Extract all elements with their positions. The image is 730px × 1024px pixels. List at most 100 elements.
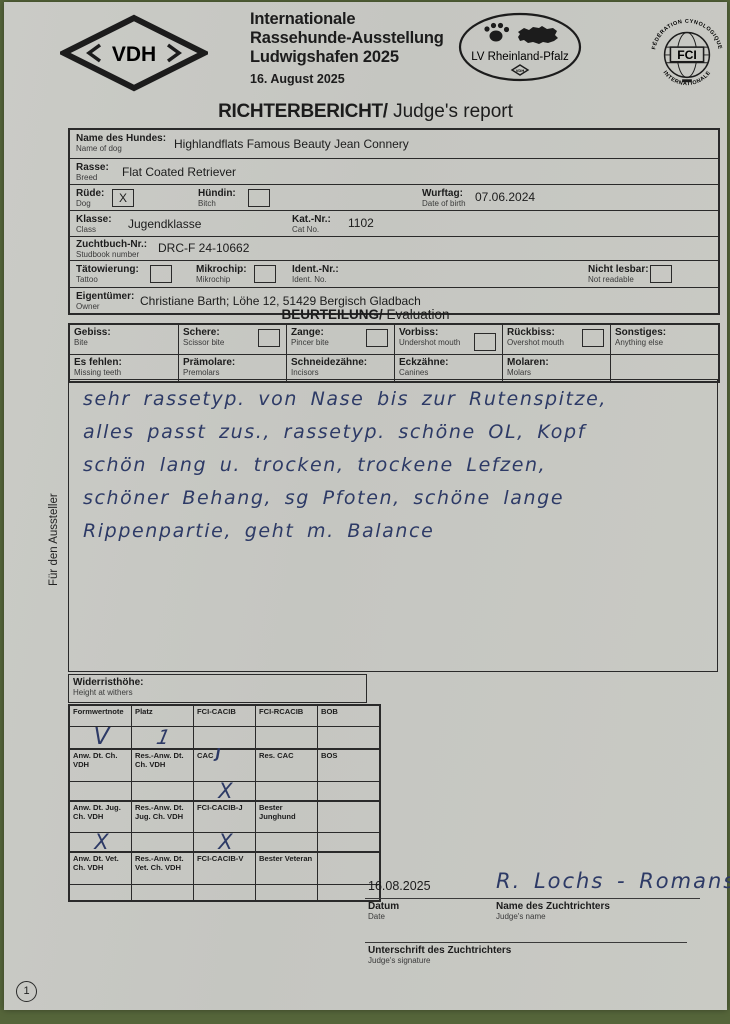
other-label-de: Sonstiges: bbox=[615, 327, 667, 338]
overshot-label-en: Overshot mouth bbox=[507, 338, 564, 347]
cell-undershot: Vorbiss: Undershot mouth bbox=[394, 325, 502, 354]
result-value-row-3: X X bbox=[68, 830, 381, 854]
lv-logo-small-vdh: VDH bbox=[516, 68, 525, 73]
result-label-row-jug: Anw. Dt. Jug. Ch. VDH Res.-Anw. Dt. Jug.… bbox=[68, 799, 381, 833]
row-identification: Tätowierung: Tattoo Mikrochip: Mikrochip… bbox=[70, 260, 718, 287]
pincer-checkbox bbox=[366, 329, 388, 347]
date-value: 16.08.2025 bbox=[368, 879, 431, 893]
cell-other: Sonstiges: Anything else bbox=[610, 325, 718, 354]
row-owner: Eigentümer: Owner Christiane Barth; Löhe… bbox=[70, 287, 718, 313]
scanned-form-page: VDH Internationale Rassehunde-Ausstellun… bbox=[4, 2, 730, 1010]
cell-scissor: Schere: Scissor bite bbox=[178, 325, 286, 354]
vdh-logo: VDH bbox=[60, 14, 208, 92]
pincer-label-en: Pincer bite bbox=[291, 338, 329, 347]
molars-label-de: Molaren: bbox=[507, 357, 549, 368]
label-fci-cacib-j: FCI-CACIB-J bbox=[193, 799, 256, 833]
fci-ring-bottom-text: INTERNATIONALE bbox=[662, 70, 712, 87]
judge-comments-box: sehr rassetyp. von Nase bis zur Rutenspi… bbox=[68, 379, 718, 672]
date-label-en: Date bbox=[368, 912, 385, 921]
withers-label-de: Widerristhöhe: bbox=[73, 677, 144, 688]
molars-label-en: Molars bbox=[507, 368, 532, 377]
header-fci-rcacib: FCI-RCACIB bbox=[255, 704, 318, 727]
event-title: Internationale Rassehunde-Ausstellung Lu… bbox=[250, 10, 480, 86]
date-line bbox=[365, 898, 493, 899]
label-fci-cacib-v: FCI-CACIB-V bbox=[193, 851, 256, 885]
row-studbook: Zuchtbuch-Nr.: Studbook number DRC-F 24-… bbox=[70, 236, 718, 260]
cell-empty bbox=[610, 354, 718, 381]
owner-value: Christiane Barth; Löhe 12, 51429 Bergisc… bbox=[140, 294, 421, 308]
label-res-anw-dt-ch: Res.-Anw. Dt. Ch. VDH bbox=[131, 748, 194, 782]
page-number-badge: 1 bbox=[16, 981, 37, 1002]
dog-info-box: Name des Hundes: Name of dog Highlandfla… bbox=[68, 128, 720, 315]
microchip-checkbox bbox=[254, 265, 276, 283]
row-breed: Rasse: Breed Flat Coated Retriever bbox=[70, 158, 718, 184]
judge-signature-line bbox=[365, 942, 687, 943]
row-sex: Rüde: Dog X Hündin: Bitch Wurftag: Date … bbox=[70, 184, 718, 210]
dog-name-label-en: Name of dog bbox=[76, 144, 122, 153]
event-title-line1: Internationale bbox=[250, 10, 356, 28]
premolars-label-en: Premolars bbox=[183, 368, 220, 377]
birth-value: 07.06.2024 bbox=[475, 190, 536, 204]
birth-label-en: Date of birth bbox=[422, 199, 466, 208]
owner-label-de: Eigentümer: bbox=[76, 291, 135, 302]
jug-ch-x-mark: X bbox=[94, 830, 109, 854]
event-title-line2: Rassehunde-Ausstellung bbox=[250, 29, 444, 47]
owner-label-en: Owner bbox=[76, 302, 100, 311]
report-title-de: RICHTERBERICHT/ bbox=[218, 101, 388, 122]
judge-name-line bbox=[493, 898, 700, 899]
lv-logo-text: LV Rheinland-Pfalz bbox=[471, 51, 569, 63]
cell-incisors: Schneidezähne: Incisors bbox=[286, 354, 394, 381]
incisors-label-en: Incisors bbox=[291, 368, 319, 377]
label-bos: BOS bbox=[317, 748, 381, 782]
breed-label-de: Rasse: bbox=[76, 162, 109, 173]
svg-text:FÉDÉRATION CYNOLOGIQUE: FÉDÉRATION CYNOLOGIQUE bbox=[650, 19, 722, 50]
notreadable-label-en: Not readable bbox=[588, 275, 634, 284]
paw-icon bbox=[484, 22, 510, 42]
judge-name-label-de: Name des Zuchtrichters bbox=[496, 901, 610, 912]
fci-ring-top-text: FÉDÉRATION CYNOLOGIQUE bbox=[650, 19, 722, 50]
cell-canines: Eckzähne: Canines bbox=[394, 354, 502, 381]
withers-label-en: Height at withers bbox=[73, 688, 133, 697]
date-label-de: Datum bbox=[368, 901, 400, 912]
evaluation-heading-en: Evaluation bbox=[386, 307, 450, 322]
male-checkbox: X bbox=[112, 189, 134, 207]
result-label-row-ch: Anw. Dt. Ch. VDH Res.-Anw. Dt. Ch. VDH C… bbox=[68, 747, 381, 782]
premolars-label-de: Prämolare: bbox=[183, 357, 236, 368]
lv-rheinland-pfalz-logo: LV Rheinland-Pfalz VDH bbox=[458, 12, 582, 82]
label-bester-veteran: Bester Veteran bbox=[255, 851, 318, 885]
cac-handwritten-j: J bbox=[215, 747, 221, 762]
missing-label-de: Es fehlen: bbox=[74, 357, 122, 368]
undershot-checkbox bbox=[474, 333, 496, 351]
canines-label-de: Eckzähne: bbox=[399, 357, 449, 368]
label-empty bbox=[317, 799, 381, 833]
exhibitor-copy-label: Für den Aussteller bbox=[48, 493, 60, 586]
female-label-en: Bitch bbox=[198, 199, 216, 208]
other-label-en: Anything else bbox=[615, 338, 664, 347]
date-label: Datum Date bbox=[368, 901, 399, 921]
missing-label-en: Missing teeth bbox=[74, 368, 122, 377]
label-cac: CAC J bbox=[193, 747, 256, 782]
place-mark: 1 bbox=[154, 725, 173, 750]
canines-label-en: Canines bbox=[399, 368, 429, 377]
judge-comment-line1: sehr rassetyp. von Nase bis zur Rutenspi… bbox=[83, 388, 608, 410]
dog-name-value: Highlandflats Famous Beauty Jean Connery bbox=[174, 137, 409, 151]
judge-name-handwritten: R. Lochs - Romans bbox=[496, 869, 730, 893]
tattoo-label-en: Tattoo bbox=[76, 275, 98, 284]
header-bob: BOB bbox=[317, 704, 381, 727]
studbook-label-de: Zuchtbuch-Nr.: bbox=[76, 239, 148, 250]
breed-value: Flat Coated Retriever bbox=[122, 165, 237, 179]
label-res-anw-dt-vet-ch: Res.-Anw. Dt. Vet. Ch. VDH bbox=[131, 851, 194, 885]
studbook-label-en: Studbook number bbox=[76, 250, 140, 259]
studbook-value: DRC-F 24-10662 bbox=[158, 241, 250, 255]
female-checkbox bbox=[248, 189, 270, 207]
result-header-row: Formwertnote Platz FCI-CACIB FCI-RCACIB … bbox=[68, 704, 381, 727]
evaluation-heading: BEURTEILUNG/ Evaluation bbox=[4, 307, 727, 322]
cell-molars: Molaren: Molars bbox=[502, 354, 610, 381]
cell-missing: Es fehlen: Missing teeth bbox=[70, 354, 178, 381]
cell-pincer: Zange: Pincer bite bbox=[286, 325, 394, 354]
result-value-row-2: X bbox=[68, 780, 381, 801]
cacib-j-x-mark: X bbox=[218, 830, 233, 854]
incisors-label-de: Schneidezähne: bbox=[291, 357, 368, 368]
cell-premolars: Prämolare: Premolars bbox=[178, 354, 286, 381]
catno-label-de: Kat.-Nr.: bbox=[292, 214, 331, 225]
